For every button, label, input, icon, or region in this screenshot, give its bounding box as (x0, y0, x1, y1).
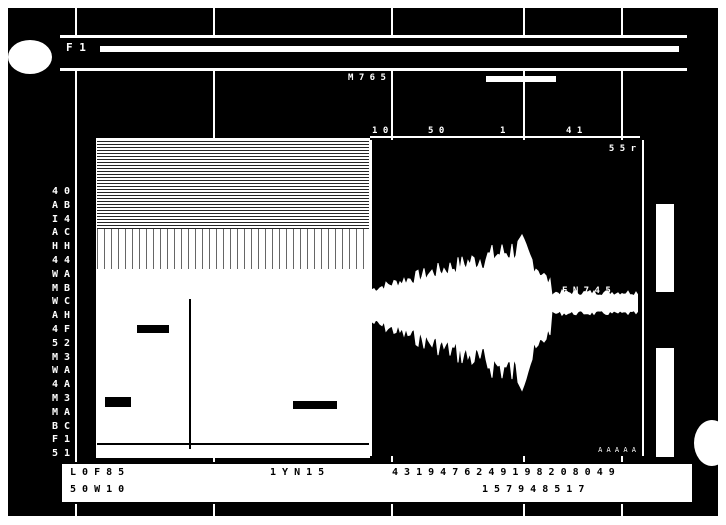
title-progress-track (100, 46, 679, 52)
title-bar[interactable]: F 1 (60, 35, 687, 71)
scale-label: W A (52, 365, 71, 377)
scope-screen: F 1 M 7 6 5 1 0 5 0 1 4 1 4 0 A B I 4 A C H … (8, 8, 718, 516)
spectrogram-panel (96, 138, 370, 458)
mode-slider[interactable] (486, 76, 556, 82)
scale-label: 4 0 (52, 186, 71, 197)
waveform-plot (372, 233, 638, 392)
scale-label: M B (52, 282, 71, 294)
scale-label: M 3 (52, 392, 71, 404)
spectrogram-baseline (97, 443, 369, 445)
freq-tick-2: 5 0 (428, 126, 445, 136)
scale-label: 4 A (52, 379, 71, 391)
freq-axis-line (370, 136, 640, 138)
level-meter-lower (656, 348, 674, 457)
menu-knob-button[interactable] (8, 38, 54, 76)
freq-tick-4: 4 1 (566, 126, 583, 136)
spectrogram-noise-mid (97, 229, 369, 269)
status-line1-left: L 0 F 8 5 (70, 467, 125, 478)
seal-icon (692, 418, 718, 468)
waveform-trace (372, 233, 638, 392)
scale-label: B C (52, 420, 71, 432)
status-panel: L 0 F 8 5 1 Y N 1 5 4 3 1 9 4 7 6 2 4 9 … (60, 462, 694, 504)
scale-label: 5 1 (52, 448, 71, 460)
scale-label: 4 4 (52, 254, 71, 266)
status-line2-left: 5 0 W 1 0 (70, 484, 125, 495)
status-line1-right: 4 3 1 9 4 7 6 2 4 9 1 9 8 2 0 8 0 4 9 (392, 467, 615, 478)
waveform-readout: F N 7 4 5 (562, 286, 611, 296)
spectrogram-noise-upper (97, 139, 369, 229)
scale-label: M 3 (52, 351, 71, 363)
scale-label: W C (52, 296, 71, 308)
freq-tick-1: 1 0 (372, 126, 389, 136)
scale-label: M A (52, 406, 71, 418)
scale-label: F 1 (52, 434, 71, 446)
scale-label: H H (52, 241, 71, 253)
scale-label: 5 2 (52, 337, 71, 349)
level-meter-upper (656, 204, 674, 292)
waveform-corner-label: 5 5 r (608, 144, 636, 154)
waveform-panel: 5 5 r F N 7 4 5 A A A A A (370, 140, 644, 456)
status-line1-mid: 1 Y N 1 5 (270, 467, 325, 478)
spectrogram-blob (137, 325, 169, 333)
spectrogram-marker (189, 299, 191, 449)
scale-label: A B (52, 199, 71, 211)
spectrogram-blob (105, 397, 131, 407)
grid-divider-1 (75, 8, 77, 516)
scale-label: A C (52, 227, 71, 239)
title-label: F 1 (66, 41, 86, 54)
scale-label: A H (52, 310, 71, 322)
spectrogram-blob (293, 401, 337, 409)
scale-label: I 4 (52, 213, 71, 225)
scale-label: 4 F (52, 323, 71, 335)
freq-tick-3: 1 (500, 126, 506, 136)
mode-label[interactable]: M 7 6 5 (348, 73, 386, 83)
status-line2-right: 1 5 7 9 4 8 5 1 7 (482, 484, 585, 495)
scale-label: W A (52, 268, 71, 280)
waveform-bottom-label: A A A A A (598, 446, 636, 454)
